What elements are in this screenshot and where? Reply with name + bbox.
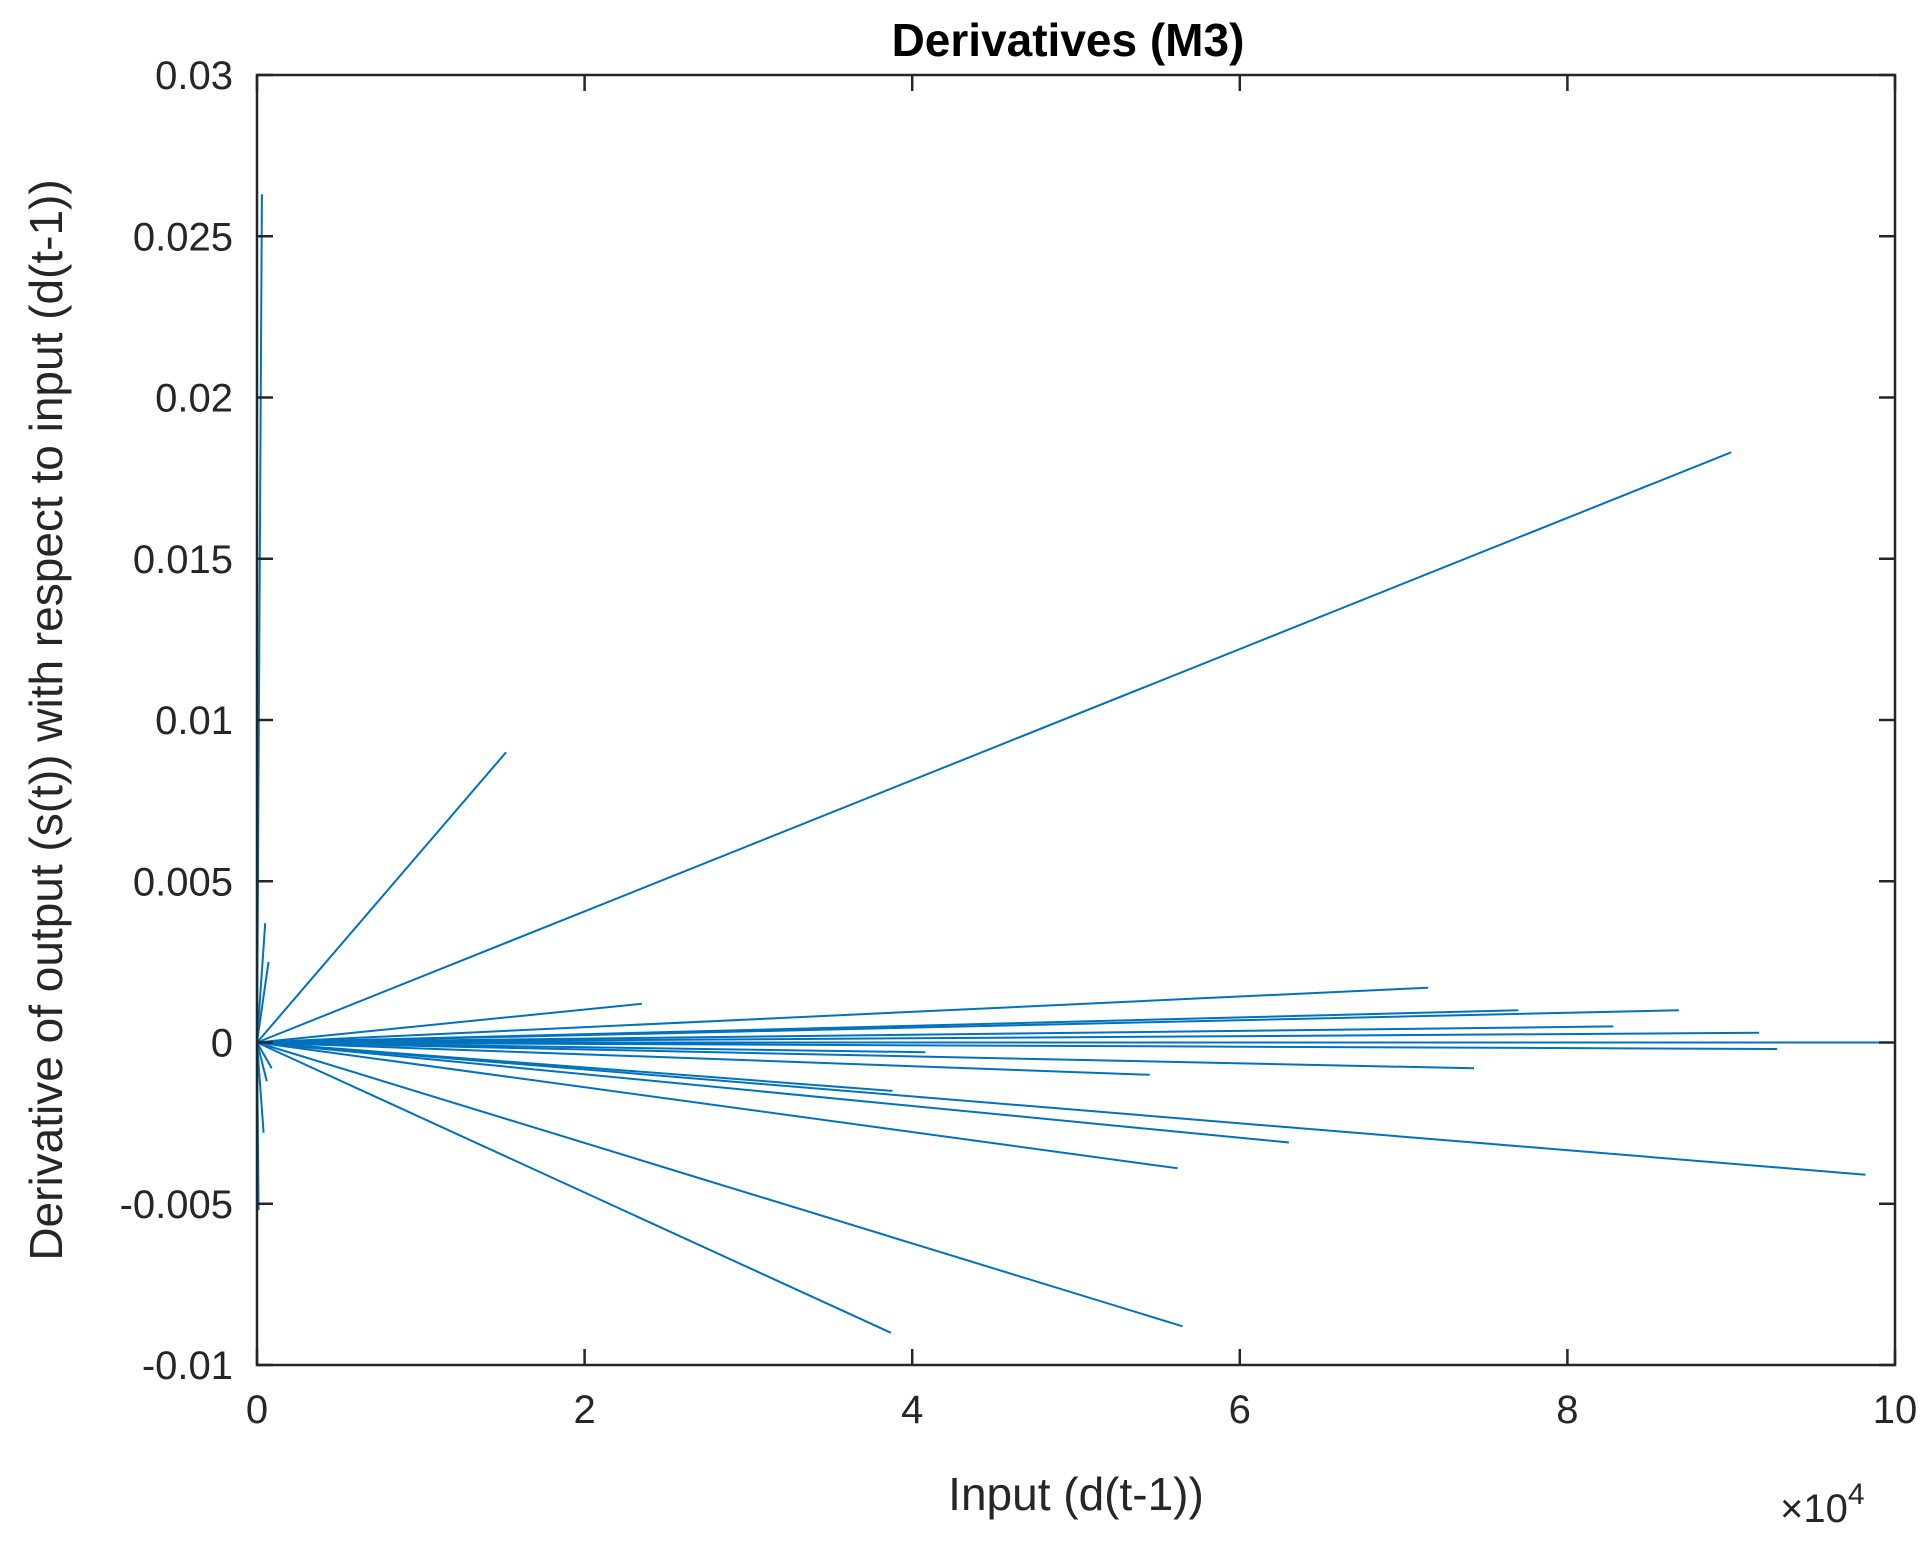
y-tick-label: -0.01 <box>142 1344 233 1388</box>
y-tick-label: 0 <box>211 1022 233 1066</box>
y-tick-label: 0.005 <box>133 860 233 904</box>
y-axis-ticks: -0.01 -0.005 0 0.005 0.01 0.015 0.02 0.025 0.03 <box>120 54 1895 1388</box>
plot-frame <box>255 73 1897 1367</box>
chart-title: Derivatives (M3) <box>892 14 1245 66</box>
series-segment-20 <box>256 923 267 1043</box>
y-tick-label: 0.015 <box>133 538 233 582</box>
y-tick-label: 0.01 <box>155 699 233 743</box>
series-segment-18 <box>256 1041 892 1334</box>
series-segment-14 <box>256 1041 1289 1144</box>
x-tick-label: 2 <box>573 1388 595 1432</box>
y-tick-label: 0.025 <box>133 215 233 259</box>
x-tick-label: 10 <box>1873 1388 1918 1432</box>
series-segment-24 <box>256 1042 268 1082</box>
x-tick-label: 8 <box>1556 1388 1578 1432</box>
x-axis-label: Input (d(t-1)) <box>948 1468 1204 1520</box>
y-tick-label: 0.03 <box>155 54 233 98</box>
series-segment-11 <box>256 1041 1150 1076</box>
series-segment-17 <box>256 1041 1183 1328</box>
x-scale-base: ×10 <box>1780 1487 1848 1531</box>
x-tick-label: 4 <box>901 1388 923 1432</box>
series-segment-15 <box>256 1041 1178 1170</box>
x-tick-label: 6 <box>1229 1388 1251 1432</box>
x-axis-ticks: 0 2 4 6 8 10 <box>246 75 1917 1432</box>
series-segment-7 <box>256 1031 1760 1044</box>
y-axis-label: Derivative of output (s(t)) with respect… <box>20 179 72 1260</box>
series-segment-0 <box>256 451 1732 1044</box>
series-segment-5 <box>256 1009 1679 1044</box>
series-segment-21 <box>256 961 270 1043</box>
series-segment-9 <box>256 1041 1778 1050</box>
x-scale-factor: ×104 <box>1780 1478 1865 1531</box>
y-tick-label: 0.02 <box>155 377 233 421</box>
series-segment-3 <box>256 986 1429 1044</box>
x-scale-exponent: 4 <box>1848 1478 1865 1511</box>
series-segment-1 <box>256 751 507 1044</box>
y-tick-label: -0.005 <box>120 1183 233 1227</box>
series-segment-25 <box>256 1042 273 1069</box>
series-segment-10 <box>256 1041 1475 1070</box>
series-segment-12 <box>256 1041 926 1054</box>
x-tick-label: 0 <box>246 1388 268 1432</box>
plot-lines <box>256 194 1895 1334</box>
series-segment-16 <box>256 1041 1866 1176</box>
series-segment-2 <box>256 1002 643 1044</box>
series-segment-6 <box>256 1025 1614 1044</box>
